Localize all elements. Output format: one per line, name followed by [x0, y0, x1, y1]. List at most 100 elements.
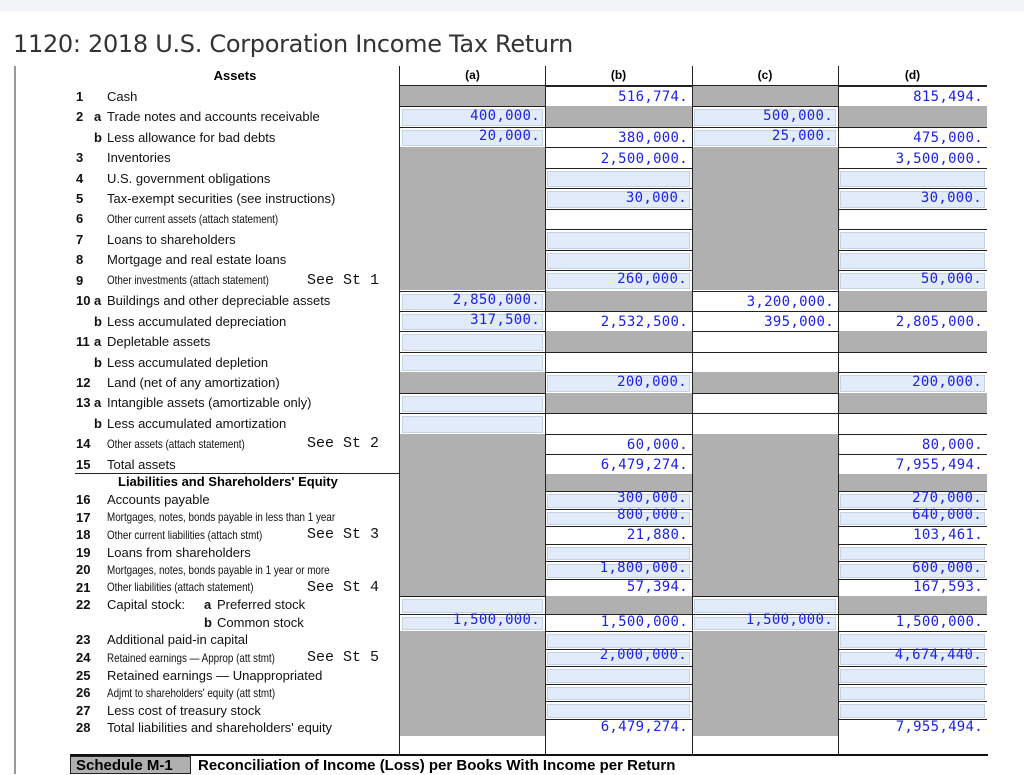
table-row: 7 Loans to shareholders: [0, 229, 990, 250]
input-field-d[interactable]: [838, 249, 987, 271]
input-field-d[interactable]: 30,000.: [838, 188, 987, 209]
input-box[interactable]: 270,000.: [840, 490, 985, 508]
see-statement-link[interactable]: See St 5: [307, 649, 380, 667]
cell-value: 60,000.: [626, 437, 688, 454]
input-field-b[interactable]: 200,000.: [545, 372, 692, 393]
input-field-d[interactable]: 4,674,440.: [838, 647, 987, 667]
input-box[interactable]: [840, 232, 985, 249]
line-description: Total liabilities and shareholders' equi…: [107, 720, 333, 736]
input-field-a[interactable]: 1,500,000.: [400, 612, 545, 632]
input-box[interactable]: 1,800,000.: [547, 560, 690, 578]
input-field-c[interactable]: 1,500,000.: [692, 612, 838, 632]
input-field-b[interactable]: [545, 666, 692, 684]
input-field-b[interactable]: 2,000,000.: [545, 647, 692, 667]
input-field-b[interactable]: [545, 249, 692, 271]
input-box[interactable]: [547, 669, 690, 683]
input-box[interactable]: 200,000.: [547, 374, 690, 392]
input-field-c[interactable]: [692, 596, 838, 614]
input-field-d[interactable]: [838, 631, 987, 649]
input-field-b[interactable]: [545, 543, 692, 562]
input-field-a[interactable]: [400, 392, 545, 414]
input-box[interactable]: [547, 252, 690, 270]
input-box[interactable]: 25,000.: [694, 128, 836, 147]
disabled-cell-a: [400, 543, 545, 562]
input-box[interactable]: 2,850,000.: [402, 292, 543, 310]
input-box[interactable]: [547, 634, 690, 648]
input-field-b[interactable]: 260,000.: [545, 270, 692, 291]
input-box[interactable]: [840, 634, 985, 648]
input-box[interactable]: 2,000,000.: [547, 647, 690, 666]
input-box[interactable]: [840, 669, 985, 683]
input-field-b[interactable]: 800,000.: [545, 507, 692, 527]
line-description: Less accumulated depletion: [107, 354, 269, 370]
input-field-a[interactable]: [400, 331, 545, 352]
input-box[interactable]: [840, 170, 985, 188]
input-box[interactable]: 30,000.: [547, 190, 690, 208]
input-box[interactable]: 260,000.: [547, 271, 690, 290]
input-box[interactable]: [694, 599, 836, 613]
input-field-a[interactable]: 317,500.: [400, 310, 545, 332]
input-box[interactable]: [547, 704, 690, 718]
input-field-a[interactable]: [400, 351, 545, 373]
input-field-a[interactable]: [400, 413, 545, 434]
input-field-b[interactable]: [545, 167, 692, 189]
input-field-d[interactable]: [838, 167, 987, 189]
input-box[interactable]: [840, 704, 985, 718]
input-field-c[interactable]: 25,000.: [692, 126, 838, 148]
input-field-d[interactable]: [838, 701, 987, 719]
input-box[interactable]: [402, 395, 543, 413]
input-field-b[interactable]: [545, 683, 692, 702]
input-field-b[interactable]: [545, 229, 692, 250]
input-field-d[interactable]: [838, 666, 987, 684]
table-row: 23 Additional paid-in capital: [0, 631, 990, 649]
input-box[interactable]: 1,500,000.: [402, 612, 543, 631]
input-box[interactable]: [840, 252, 985, 270]
input-field-d[interactable]: 270,000.: [838, 490, 987, 509]
input-field-b[interactable]: 30,000.: [545, 188, 692, 209]
input-field-d[interactable]: [838, 683, 987, 702]
input-box[interactable]: 400,000.: [402, 108, 543, 126]
input-field-a[interactable]: 2,850,000.: [400, 290, 545, 311]
row-label: 25 Retained earnings — Unappropriated: [0, 666, 398, 684]
input-field-d[interactable]: [838, 543, 987, 562]
input-field-b[interactable]: [545, 631, 692, 649]
input-field-b[interactable]: 1,800,000.: [545, 560, 692, 579]
input-box[interactable]: 800,000.: [547, 507, 690, 526]
input-field-d[interactable]: [838, 229, 987, 250]
see-statement-link[interactable]: See St 4: [307, 578, 380, 596]
input-box[interactable]: 30,000.: [840, 190, 985, 208]
input-box[interactable]: [402, 599, 543, 613]
input-box[interactable]: 300,000.: [547, 490, 690, 508]
input-box[interactable]: 500,000.: [694, 108, 836, 126]
input-field-b[interactable]: [545, 701, 692, 719]
input-field-a[interactable]: 20,000.: [400, 126, 545, 148]
input-box[interactable]: [547, 686, 690, 701]
input-field-d[interactable]: 200,000.: [838, 372, 987, 393]
see-statement-link[interactable]: See St 2: [307, 435, 380, 453]
input-box[interactable]: 200,000.: [840, 374, 985, 392]
see-statement-link[interactable]: See St 3: [307, 526, 380, 544]
input-box[interactable]: 1,500,000.: [694, 612, 836, 631]
input-box[interactable]: 50,000.: [840, 271, 985, 290]
input-box[interactable]: [840, 546, 985, 561]
input-box[interactable]: 600,000.: [840, 560, 985, 578]
input-box[interactable]: [547, 232, 690, 249]
input-box[interactable]: 317,500.: [402, 312, 543, 331]
input-field-c[interactable]: 500,000.: [692, 106, 838, 127]
input-box[interactable]: 4,674,440.: [840, 647, 985, 666]
input-field-b[interactable]: 300,000.: [545, 490, 692, 509]
input-box[interactable]: [402, 334, 543, 351]
input-field-a[interactable]: 400,000.: [400, 106, 545, 127]
see-statement-link[interactable]: See St 1: [307, 271, 380, 289]
input-field-d[interactable]: 640,000.: [838, 507, 987, 527]
input-field-d[interactable]: 600,000.: [838, 560, 987, 579]
input-box[interactable]: 640,000.: [840, 507, 985, 526]
input-box[interactable]: [402, 354, 543, 372]
input-field-d[interactable]: 50,000.: [838, 270, 987, 291]
input-box[interactable]: [402, 416, 543, 433]
input-box[interactable]: [547, 546, 690, 561]
input-field-a[interactable]: [400, 596, 545, 614]
input-box[interactable]: 20,000.: [402, 128, 543, 147]
input-box[interactable]: [547, 170, 690, 188]
input-box[interactable]: [840, 686, 985, 701]
